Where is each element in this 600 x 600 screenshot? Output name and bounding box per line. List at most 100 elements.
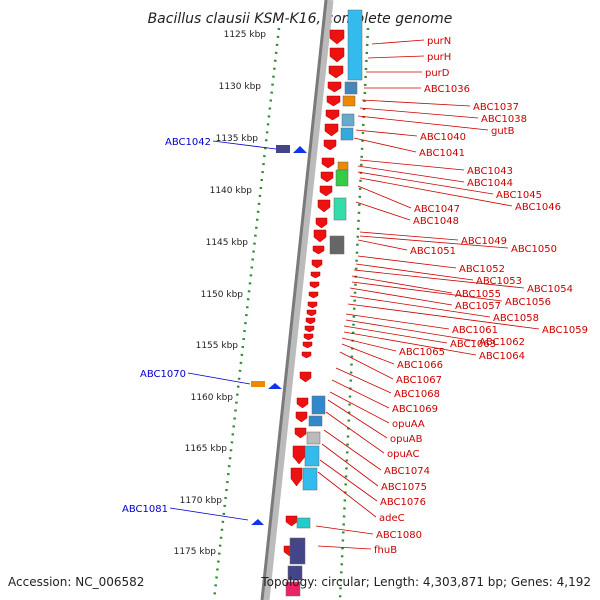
- cog-gene-block: [337, 161, 349, 171]
- leader-line: [351, 281, 503, 302]
- kbp-axis: 1125 kbp 1130 kbp 1135 kbp 1140 kbp 1145 kbp…: [174, 30, 267, 557]
- gene-label-abc1066: ABC1066: [397, 360, 443, 371]
- reverse-gene-block: [276, 145, 290, 153]
- leader-line: [325, 411, 385, 454]
- cog-gene-block: [340, 127, 354, 141]
- leader-line: [341, 337, 397, 352]
- leader-line: [349, 287, 453, 306]
- reverse-gene-arrow: [268, 383, 282, 389]
- leader-line: [357, 115, 489, 131]
- gene-label-opuaa: opuAA: [392, 419, 425, 430]
- forward-gene-arrow: [325, 109, 340, 121]
- gene-label-abc1064: ABC1064: [479, 351, 525, 362]
- kbp-tick-label: 1125 kbp: [224, 30, 267, 40]
- forward-gene-arrow: [329, 47, 345, 63]
- leader-line: [343, 331, 477, 356]
- gene-label-opuac: opuAC: [387, 449, 419, 460]
- forward-gene-arrow: [295, 411, 308, 423]
- leader-line: [359, 107, 479, 119]
- forward-gene-arrow: [285, 515, 298, 527]
- leader-line: [371, 39, 425, 45]
- kbp-tick-label: 1135 kbp: [216, 134, 259, 144]
- reverse-gene-arrow: [293, 146, 307, 153]
- leader-line: [319, 459, 378, 502]
- gene-label-abc1051: ABC1051: [410, 246, 456, 257]
- gene-label-abc1045: ABC1045: [496, 190, 542, 201]
- leader-line: [169, 507, 249, 521]
- cog-gene-block: [287, 565, 303, 581]
- forward-gene-arrow: [292, 445, 306, 465]
- gene-label-abc1048: ABC1048: [413, 216, 459, 227]
- forward-gene-arrow: [319, 185, 333, 197]
- gene-label-abc1065: ABC1065: [399, 347, 445, 358]
- leader-line: [359, 177, 513, 207]
- gene-label-abc1042: ABC1042: [165, 137, 211, 148]
- gene-label-abc1059: ABC1059: [542, 325, 588, 336]
- forward-gene-arrow: [310, 271, 321, 279]
- forward-gene-arrow: [296, 397, 309, 409]
- leader-line: [355, 201, 411, 221]
- gene-track: [251, 9, 363, 597]
- gene-label-abc1054: ABC1054: [527, 284, 573, 295]
- leader-line: [349, 295, 491, 318]
- leader-line: [327, 399, 388, 439]
- kbp-tick-label: 1170 kbp: [180, 496, 223, 506]
- gene-label-abc1058: ABC1058: [493, 313, 539, 324]
- forward-gene-arrow: [324, 123, 339, 137]
- cog-gene-block: [341, 113, 355, 127]
- gene-label-purd: purD: [425, 68, 450, 79]
- leader-line: [187, 372, 251, 385]
- forward-gene-arrow: [328, 65, 344, 79]
- leader-line: [357, 165, 465, 183]
- leader-line: [359, 159, 465, 171]
- cog-gene-block: [306, 431, 321, 445]
- cog-gene-block: [311, 395, 326, 415]
- leader-line: [321, 443, 379, 487]
- gene-label-abc1076: ABC1076: [380, 497, 426, 508]
- leader-line: [351, 275, 453, 294]
- gc-content-track: [212, 27, 281, 600]
- leader-line: [357, 239, 408, 251]
- gene-label-abc1044: ABC1044: [467, 178, 513, 189]
- kbp-tick-label: 1165 kbp: [185, 444, 228, 454]
- gene-label-abc1081: ABC1081: [122, 504, 168, 515]
- gene-label-abc1052: ABC1052: [459, 264, 505, 275]
- leader-line: [359, 235, 509, 249]
- genome-summary-text: Topology: circular; Length: 4,303,871 bp…: [260, 575, 591, 589]
- leader-line: [367, 55, 425, 59]
- leader-line: [341, 343, 395, 365]
- forward-gene-arrow: [313, 229, 327, 243]
- gene-label-abc1057: ABC1057: [455, 301, 501, 312]
- leader-line: [339, 351, 394, 380]
- leader-line: [355, 263, 474, 281]
- kbp-tick-label: 1130 kbp: [219, 82, 262, 92]
- forward-gene-arrow: [311, 259, 323, 269]
- gene-label-gutb: gutB: [491, 126, 515, 137]
- forward-gene-arrow: [321, 157, 335, 169]
- cog-gene-block: [333, 197, 347, 221]
- forward-gene-arrow: [317, 199, 331, 213]
- forward-gene-arrow: [308, 291, 319, 299]
- gene-label-abc1056: ABC1056: [505, 297, 551, 308]
- gene-label-abc1074: ABC1074: [384, 466, 430, 477]
- leader-line: [359, 231, 459, 241]
- leader-line: [357, 171, 494, 195]
- forward-gene-arrow: [301, 351, 312, 359]
- gene-label-abc1070: ABC1070: [140, 369, 186, 380]
- forward-gene-arrow: [327, 81, 342, 93]
- cog-gene-block: [296, 517, 311, 529]
- gene-label-abc1049: ABC1049: [461, 236, 507, 247]
- cog-gene-block: [285, 581, 301, 597]
- gene-label-abc1041: ABC1041: [419, 148, 465, 159]
- kbp-tick-label: 1160 kbp: [191, 393, 234, 403]
- leader-line: [331, 379, 390, 409]
- cog-gene-block: [347, 9, 363, 81]
- forward-gene-arrow: [306, 309, 317, 317]
- forward-gene-arrow: [309, 281, 320, 289]
- leader-line: [347, 303, 540, 330]
- forward-gene-arrow: [302, 341, 313, 349]
- gene-label-adec: adeC: [379, 513, 405, 524]
- leader-line: [357, 185, 412, 209]
- leader-line: [343, 325, 448, 344]
